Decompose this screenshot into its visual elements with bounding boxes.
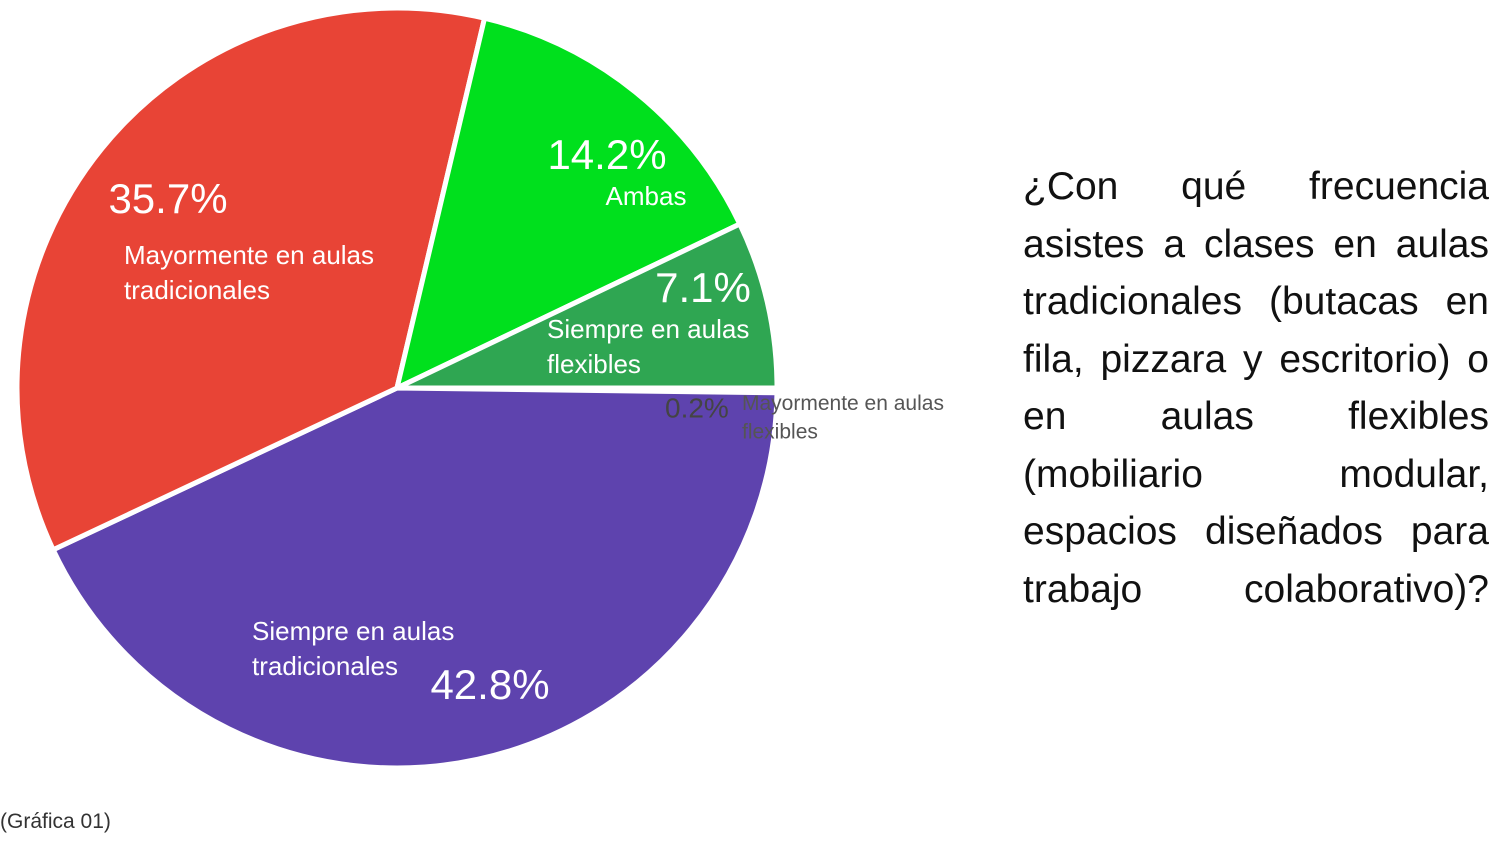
slice-label: Siempre en aulas flexibles <box>547 314 749 379</box>
pie-slice <box>14 5 488 553</box>
pie-slice <box>394 221 780 391</box>
chart-title: ¿Con qué frecuencia asistes a clases en … <box>1023 165 1489 611</box>
slice-value-label: 42.8% <box>430 661 549 708</box>
pie-slice <box>394 15 743 391</box>
pie-slice <box>50 385 780 771</box>
slice-label: Mayormente en aulas tradicionales <box>124 240 374 305</box>
chart: 0.2% Mayormente en aulas flexibles42.8%Sie… <box>14 5 944 771</box>
slice-value-label: 14.2% <box>547 131 666 178</box>
slice-label: Ambas <box>606 181 687 211</box>
slice-value-label: 35.7% <box>108 175 227 222</box>
slice-label: Siempre en aulas tradicionales <box>252 616 454 681</box>
caption: (Gráfica 01) <box>0 810 111 833</box>
slice-value-label: 7.1% <box>655 264 751 311</box>
slice-value-label: 0.2% <box>665 392 729 423</box>
slice-label: Mayormente en aulas flexibles <box>742 392 944 443</box>
